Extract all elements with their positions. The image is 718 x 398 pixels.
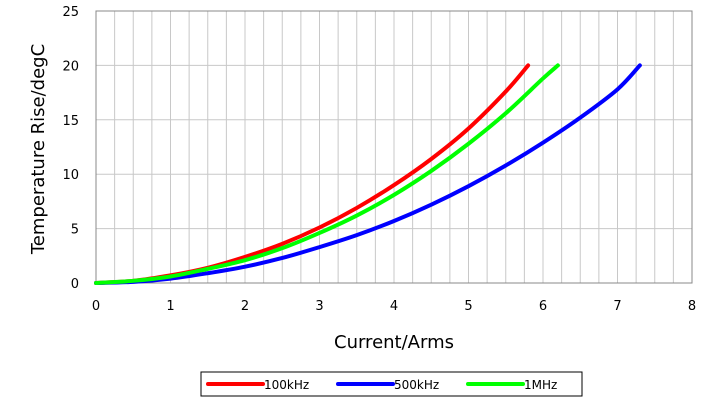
y-tick-label: 15 [62,114,79,129]
y-tick-label: 25 [62,5,79,20]
y-axis-ticks: 0 5 10 15 20 25 [62,5,79,292]
x-tick-label: 1 [166,299,174,314]
x-tick-label: 8 [688,299,696,314]
y-tick-label: 5 [71,223,79,238]
x-tick-label: 7 [613,299,621,314]
x-axis-label: Current/Arms [334,332,454,353]
legend-label-100khz: 100kHz [264,378,309,392]
x-tick-label: 6 [539,299,547,314]
y-axis-label: Temperature Rise/degC [28,44,49,255]
y-tick-label: 20 [62,59,79,74]
legend-label-1mhz: 1MHz [524,378,557,392]
grid [95,10,693,284]
x-tick-label: 5 [464,299,472,314]
series-line-500khz [94,63,642,285]
x-tick-label: 0 [92,299,100,314]
series-lines [94,63,642,285]
y-tick-label: 0 [71,277,79,292]
y-tick-label: 10 [62,168,79,183]
x-tick-label: 4 [390,299,398,314]
legend-label-500khz: 500kHz [394,378,439,392]
legend: 100kHz 500kHz 1MHz [200,371,583,397]
x-tick-label: 2 [241,299,249,314]
x-tick-label: 3 [315,299,323,314]
series-line-1mhz [94,63,560,285]
plot-area [95,10,693,284]
x-axis-ticks: 0 1 2 3 4 5 6 7 8 [92,299,696,314]
